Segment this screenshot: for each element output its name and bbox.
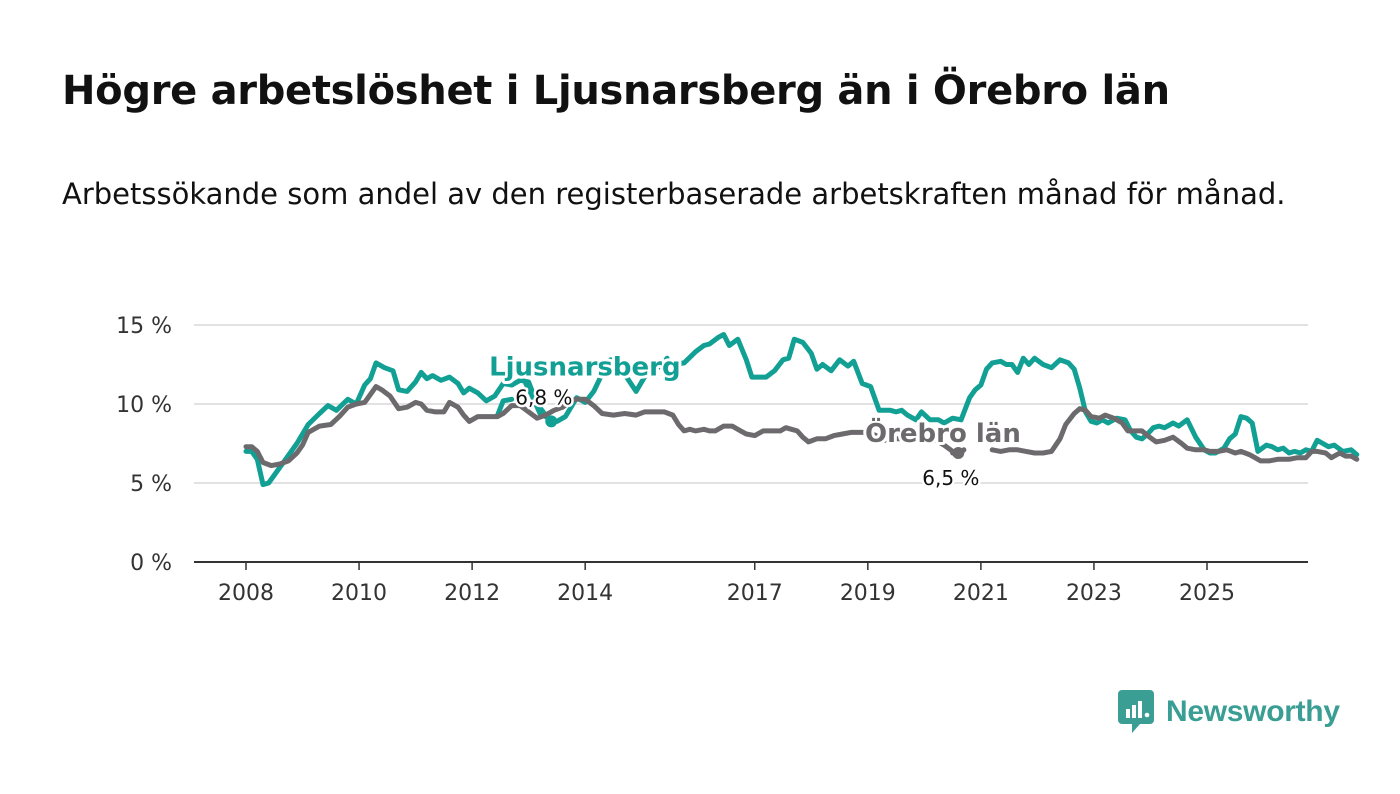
end-value-label: 6,8 %: [515, 385, 572, 409]
end-value-label: 6,5 %: [922, 466, 979, 490]
series-line-ljusnarsberg: [523, 357, 614, 424]
x-tick-label: 2010: [331, 581, 387, 606]
series-label: Örebro län: [865, 416, 1021, 449]
logo-bar-1: [1126, 709, 1130, 718]
x-tick-label: 2023: [1066, 581, 1122, 606]
brand-name: Newsworthy: [1166, 695, 1340, 728]
series-line-orebro-lan: [989, 406, 1360, 464]
series-line-ljusnarsberg: [670, 332, 1360, 458]
end-point-marker: [952, 446, 965, 459]
x-tick-label: 2017: [727, 581, 783, 606]
logo-bubble-tail: [1132, 724, 1140, 733]
logo-bar-3: [1138, 701, 1142, 718]
x-tick-label: 2008: [218, 581, 274, 606]
series-line-ljusnarsberg: [243, 360, 554, 488]
end-markers: 6,8 % 6,5 %: [513, 383, 982, 493]
end-point-marker: [545, 415, 558, 428]
x-tick-label: 2019: [840, 581, 896, 606]
series-line-orebro-lan: [243, 384, 961, 469]
series-line-ljusnarsberg: [613, 355, 670, 394]
newsworthy-brand: Newsworthy: [1118, 690, 1340, 734]
series-labels: Ljusnarsberg Örebro län: [486, 350, 1024, 452]
logo-dot: [1144, 712, 1150, 718]
y-tick-label: 0 %: [130, 551, 172, 576]
logo-bar-2: [1132, 705, 1136, 718]
y-tick-label: 15 %: [116, 314, 172, 339]
page-title: Högre arbetslöshet i Ljusnarsberg än i Ö…: [62, 68, 1170, 114]
x-axis-ticks: 2008 2010 2012 2014 2017 2019 2021 2023 2025: [218, 562, 1235, 606]
series-lines: [243, 332, 1360, 488]
y-tick-label: 5 %: [130, 472, 172, 497]
series-line-ljusnarsberg: [495, 396, 515, 418]
x-tick-label: 2021: [953, 581, 1009, 606]
x-tick-label: 2014: [557, 581, 613, 606]
series-label: Ljusnarsberg: [489, 353, 681, 383]
x-tick-label: 2025: [1179, 581, 1235, 606]
newsworthy-logo-icon: [1118, 690, 1154, 733]
y-tick-label: 10 %: [116, 393, 172, 418]
x-tick-label: 2012: [444, 581, 500, 606]
y-axis-ticks: 0 % 5 % 10 % 15 %: [116, 314, 172, 576]
page-subtitle: Arbetssökande som andel av den registerb…: [62, 177, 1286, 211]
gridlines: [194, 324, 1308, 563]
